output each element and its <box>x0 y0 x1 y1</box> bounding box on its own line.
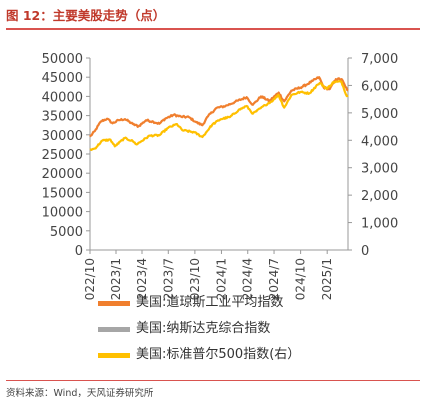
y-right-tick-label: 4,000 <box>361 134 398 149</box>
chart-series <box>89 76 349 151</box>
x-tick-label: 2024/1 <box>214 258 228 300</box>
source-note: 资料来源：Wind，天风证券研究所 <box>6 388 154 399</box>
y-left-tick-label: 50000 <box>42 52 83 67</box>
y-right-tick-label: 5,000 <box>361 107 398 122</box>
legend-label-dow-jones: 美国:道琼斯工业平均指数 <box>136 295 284 310</box>
line-chart: 0 5000 10000 15000 20000 25000 30000 35000 40000… <box>42 52 399 300</box>
chart-tick-labels: 0 5000 10000 15000 20000 25000 30000 35000 40000… <box>42 52 399 300</box>
legend-label-nasdaq: 美国:纳斯达克综合指数 <box>136 321 271 336</box>
y-right-tick-label: 0 <box>361 244 369 259</box>
chart-axes <box>86 57 352 254</box>
y-right-tick-label: 2,000 <box>361 189 398 204</box>
x-tick-label: 2022/10 <box>83 258 97 300</box>
title-divider <box>6 28 420 30</box>
x-tick-label: 2024/10 <box>294 258 308 300</box>
legend-swatch-dow-jones <box>98 301 130 306</box>
legend-item-nasdaq: 美国:纳斯达克综合指数 <box>98 316 300 342</box>
x-tick-label: 2023/1 <box>109 258 123 300</box>
x-tick-label: 2025/1 <box>320 258 334 300</box>
legend-swatch-sp500 <box>98 353 130 358</box>
y-right-tick-label: 6,000 <box>361 79 398 94</box>
x-tick-label: 2024/7 <box>267 258 281 300</box>
y-left-tick-label: 20000 <box>42 167 83 182</box>
legend-item-sp500: 美国:标准普尔500指数(右） <box>98 342 300 368</box>
legend-item-dow-jones: 美国:道琼斯工业平均指数 <box>98 290 300 316</box>
chart-legend: 美国:道琼斯工业平均指数 美国:纳斯达克综合指数 美国:标准普尔500指数(右） <box>98 290 300 368</box>
y-left-tick-label: 40000 <box>42 90 83 105</box>
series-line-0 <box>89 76 349 138</box>
y-right-tick-label: 3,000 <box>361 162 398 177</box>
y-left-tick-label: 30000 <box>42 129 83 144</box>
figure-title: 图 12：主要美股走势（点） <box>6 8 166 23</box>
x-tick-label: 2023/10 <box>188 258 202 300</box>
y-left-tick-label: 0 <box>75 244 83 259</box>
x-tick-label: 2023/7 <box>161 258 175 300</box>
y-right-tick-label: 7,000 <box>361 52 398 67</box>
y-left-tick-label: 45000 <box>42 71 83 86</box>
y-left-tick-label: 5000 <box>50 225 83 240</box>
y-left-tick-label: 15000 <box>42 186 83 201</box>
footer-divider <box>6 380 420 381</box>
y-left-tick-label: 25000 <box>42 148 83 163</box>
x-tick-label: 2023/4 <box>135 258 149 300</box>
y-left-tick-label: 35000 <box>42 110 83 125</box>
y-left-tick-label: 10000 <box>42 206 83 221</box>
x-tick-label: 2024/4 <box>241 258 255 300</box>
legend-swatch-nasdaq <box>98 327 130 332</box>
series-line-2 <box>89 80 349 151</box>
y-right-tick-label: 1,000 <box>361 217 398 232</box>
legend-label-sp500: 美国:标准普尔500指数(右） <box>136 347 301 362</box>
